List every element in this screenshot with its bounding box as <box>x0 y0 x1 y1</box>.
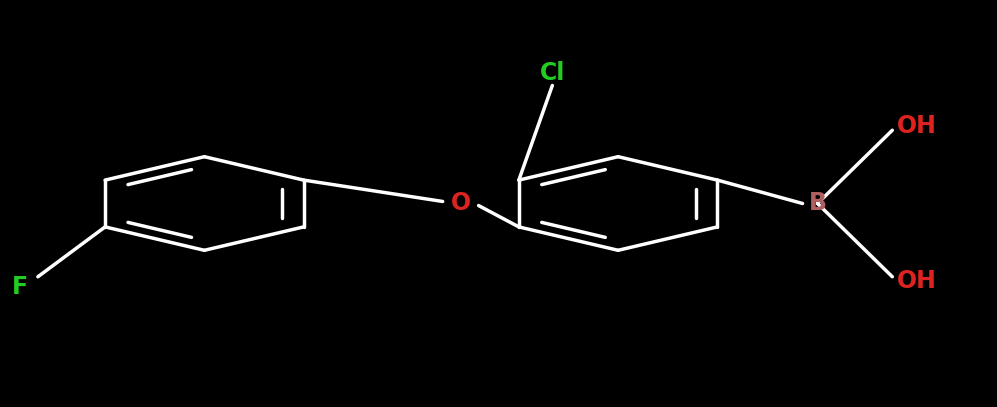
Text: OH: OH <box>897 114 937 138</box>
Text: Cl: Cl <box>539 61 565 85</box>
Text: OH: OH <box>897 269 937 293</box>
Text: B: B <box>809 192 827 215</box>
Text: O: O <box>451 192 471 215</box>
Text: F: F <box>12 275 28 299</box>
